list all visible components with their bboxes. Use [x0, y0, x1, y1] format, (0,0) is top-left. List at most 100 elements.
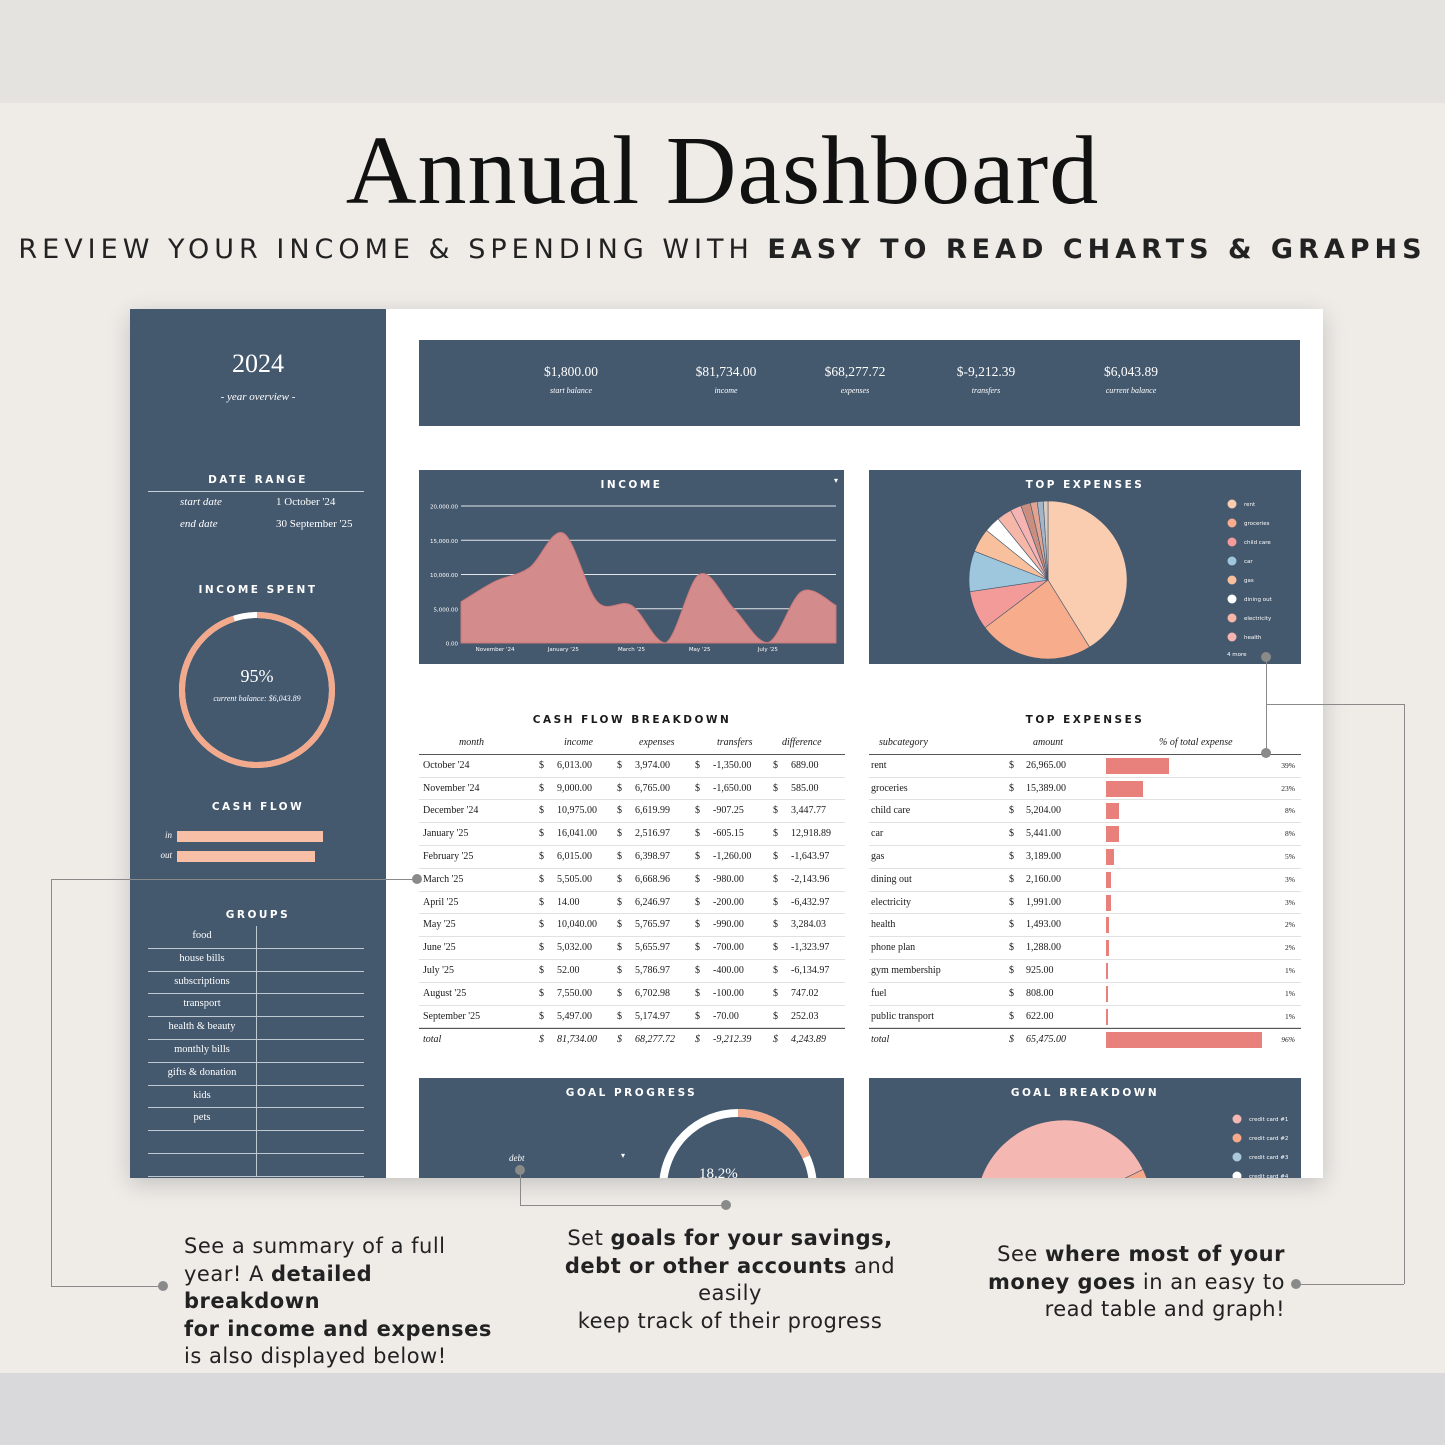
income-spent-ring: [179, 612, 335, 768]
pie-slice[interactable]: [1042, 500, 1049, 581]
amount-cell: 15,389.00: [1026, 782, 1066, 794]
cash-flow-in-label: in: [164, 830, 172, 840]
income-area: [460, 532, 837, 644]
table-cell: -9,212.39: [713, 1034, 752, 1046]
currency-symbol: $: [617, 1034, 622, 1046]
note-line: for income and expenses: [184, 1316, 514, 1344]
table-cell: -2,143.96: [791, 873, 830, 885]
goal-progress-panel: GOAL PROGRESS debt ▾ 18.2%: [419, 1078, 844, 1178]
subcategory-cell: groceries: [871, 782, 908, 794]
note-line: is also displayed below!: [184, 1344, 447, 1368]
connector-dot: [1261, 652, 1271, 662]
table-row: April '25 $14.00 $6,246.97 $ -200.00 $ -6,432.…: [419, 892, 845, 915]
summary-value: $6,043.89: [1104, 364, 1158, 379]
top-expenses-chart-title: TOP EXPENSES: [1025, 479, 1145, 491]
table-row: July '25 $52.00 $5,786.97 $ -400.00 $ -6,134.9…: [419, 960, 845, 983]
x-tick-label: January '25: [547, 647, 580, 653]
table-row: March '25 $5,505.00 $6,668.96 $ -980.00 $ -2,1…: [419, 869, 845, 892]
x-tick-label: May '25: [689, 647, 711, 653]
table-cell: 5,505.00: [557, 873, 592, 885]
table-row: phone plan $1,288.00 2%: [869, 937, 1301, 960]
currency-symbol: $: [617, 964, 622, 976]
summary-expenses: $68,277.72 expenses: [785, 364, 925, 395]
table-cell: 3,974.00: [635, 759, 670, 771]
table-cell: March '25: [423, 873, 464, 885]
expense-bar: [1106, 1008, 1108, 1025]
table-row: February '25 $6,015.00 $6,398.97 $ -1,260.00…: [419, 846, 845, 869]
amount-cell: 65,475.00: [1026, 1034, 1066, 1046]
column-header: income: [564, 737, 593, 748]
table-cell: -200.00: [713, 896, 744, 908]
groups-title: GROUPS: [225, 909, 291, 921]
note-bold: money goes: [988, 1269, 1136, 1294]
currency-symbol: $: [1009, 850, 1014, 862]
table-cell: 5,174.97: [635, 1010, 670, 1022]
chart-menu-icon[interactable]: ▾: [833, 476, 838, 485]
table-cell: 6,246.97: [635, 896, 670, 908]
legend-more-link[interactable]: 4 more: [1227, 652, 1247, 658]
amount-cell: 3,189.00: [1026, 850, 1061, 862]
pie-slice[interactable]: [984, 579, 1090, 660]
group-label: subscriptions: [174, 975, 230, 987]
amount-cell: 925.00: [1026, 964, 1054, 976]
goal-select[interactable]: debt: [509, 1153, 525, 1163]
pie-slice[interactable]: [1064, 1169, 1152, 1178]
connector-dot: [515, 1165, 525, 1175]
currency-symbol: $: [1009, 987, 1014, 999]
currency-symbol: $: [695, 919, 700, 931]
pie-slice[interactable]: [977, 1119, 1144, 1178]
pie-slice[interactable]: [1047, 500, 1128, 648]
note-line: keep track of their progress: [577, 1308, 883, 1333]
table-cell: 252.03: [791, 1010, 819, 1022]
legend-label: health: [1244, 635, 1262, 641]
summary-value: $1,800.00: [544, 364, 598, 379]
table-cell: September '25: [423, 1010, 481, 1022]
start-date-value[interactable]: 1 October '24: [276, 496, 336, 508]
table-cell: 7,550.00: [557, 987, 592, 999]
currency-symbol: $: [1009, 1010, 1014, 1022]
table-cell: 52.00: [557, 964, 580, 976]
expense-bar: [1106, 871, 1111, 888]
background-bottom: [0, 1373, 1445, 1445]
cash-flow-total-row: total $81,734.00 $68,277.72 $ -9,212.39 $4,24…: [419, 1028, 845, 1051]
currency-symbol: $: [1009, 896, 1014, 908]
currency-symbol: $: [695, 850, 700, 862]
table-cell: -700.00: [713, 942, 744, 954]
current-balance-caption: current balance: $6,043.89: [213, 694, 301, 703]
table-row: groceries $15,389.00 23%: [869, 778, 1301, 801]
legend-label: credit card #4: [1249, 1174, 1289, 1178]
note-bold: detailed breakdown: [184, 1261, 373, 1314]
legend-label: rent: [1244, 502, 1256, 508]
table-cell: 5,765.97: [635, 919, 670, 931]
goal-breakdown-pie: credit card #1 credit card #2 credit card …: [977, 1114, 1289, 1178]
column-header: transfers: [717, 737, 753, 748]
column-header: month: [459, 737, 484, 748]
end-date-label: end date: [180, 518, 218, 530]
table-cell: -6,134.97: [791, 964, 830, 976]
connector-right-vertical: [1404, 704, 1405, 1284]
currency-symbol: $: [773, 805, 778, 817]
y-tick-label: 10,000.00: [430, 573, 458, 579]
note-right: See where most of your money goes in an …: [985, 1241, 1285, 1324]
y-tick-label: 0.00: [446, 642, 459, 648]
currency-symbol: $: [773, 873, 778, 885]
group-label: monthly bills: [174, 1043, 230, 1055]
table-cell: 747.02: [791, 987, 819, 999]
goal-select-chevron-icon[interactable]: ▾: [621, 1151, 626, 1160]
table-row: electricity $1,991.00 3%: [869, 892, 1301, 915]
currency-symbol: $: [773, 828, 778, 840]
group-row[interactable]: [148, 1154, 364, 1177]
table-cell: -980.00: [713, 873, 744, 885]
legend-label: groceries: [1244, 521, 1270, 527]
legend-swatch: [1227, 613, 1237, 623]
legend-label: electricity: [1244, 616, 1272, 622]
top-expenses-table-title: TOP EXPENSES: [1025, 714, 1145, 726]
currency-symbol: $: [695, 828, 700, 840]
note-bold: for income and expenses: [184, 1316, 492, 1341]
currency-symbol: $: [695, 782, 700, 794]
end-date-value[interactable]: 30 September '25: [276, 518, 353, 530]
note-line: See where most of your: [985, 1241, 1285, 1269]
table-cell: May '25: [423, 919, 456, 931]
currency-symbol: $: [1009, 964, 1014, 976]
connector-dot: [1291, 1279, 1301, 1289]
